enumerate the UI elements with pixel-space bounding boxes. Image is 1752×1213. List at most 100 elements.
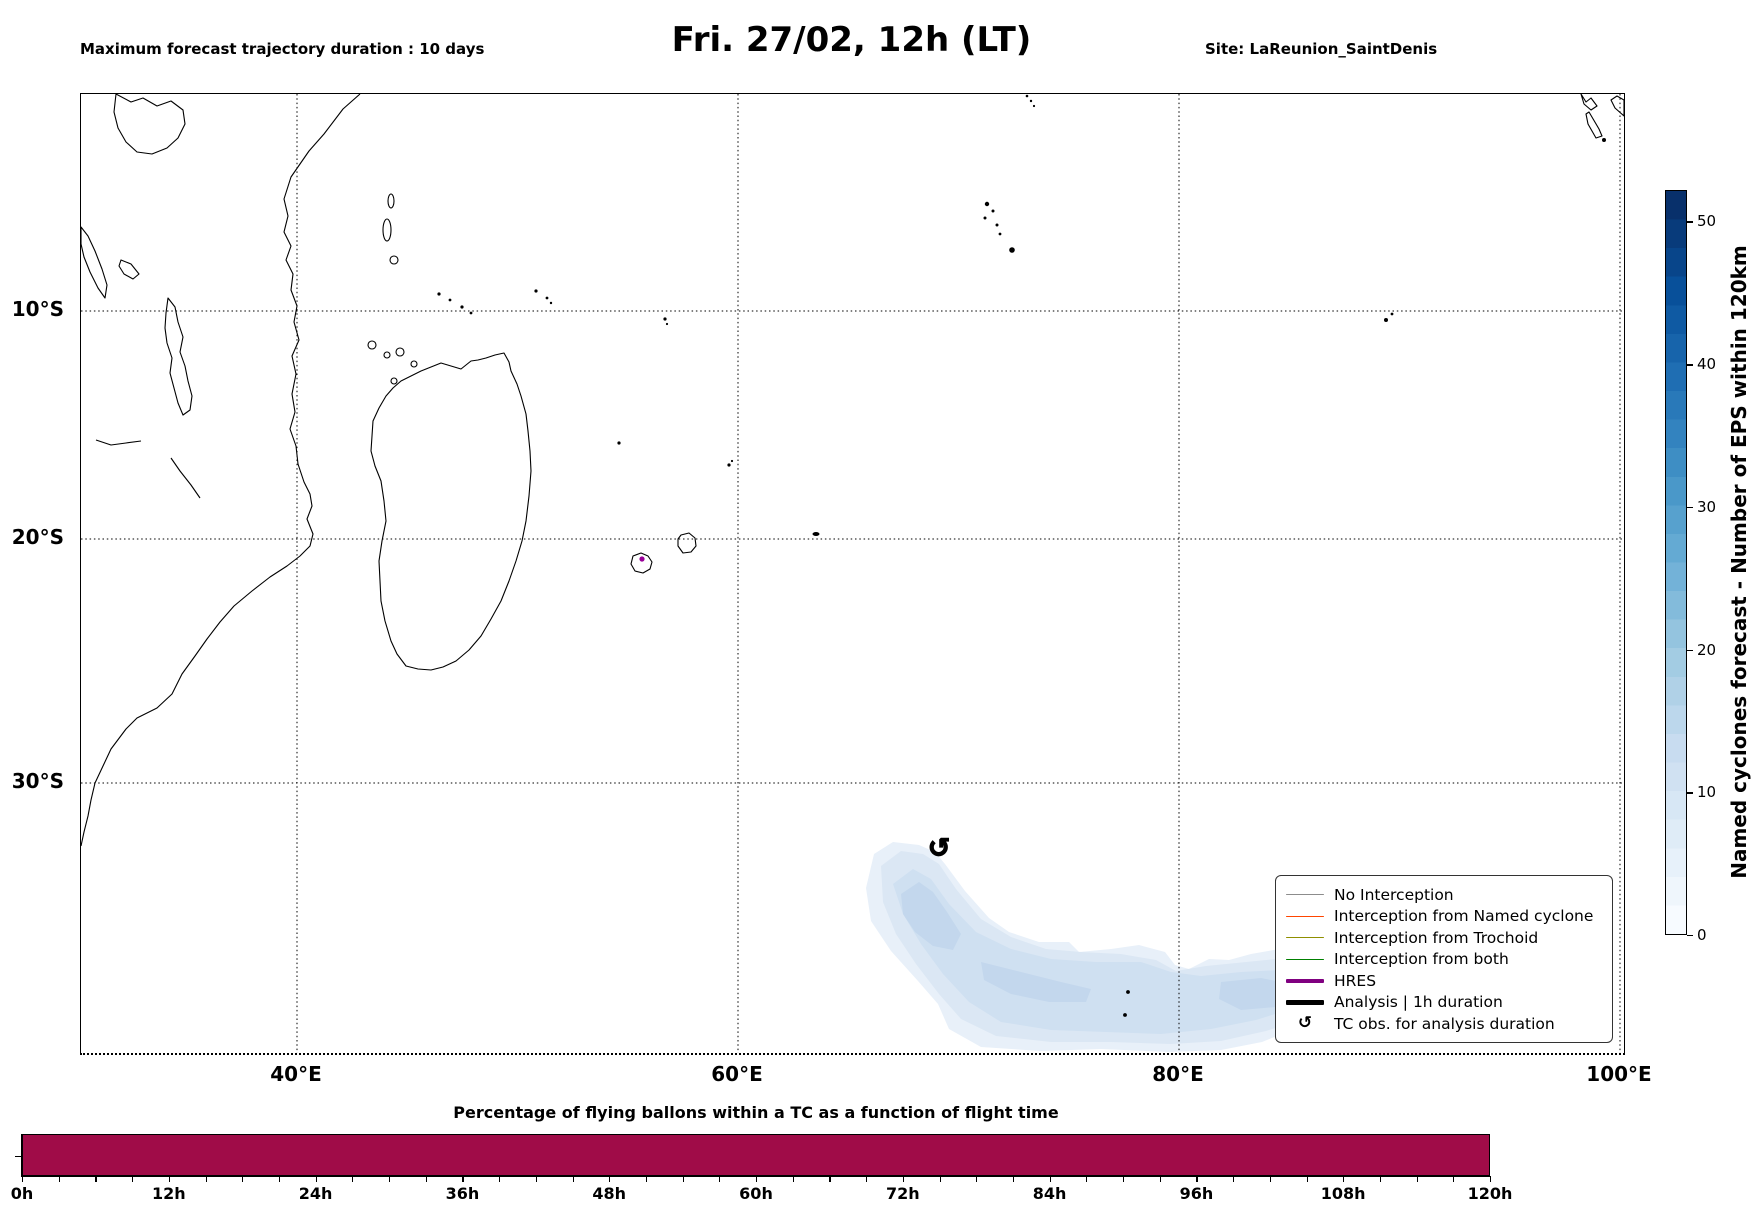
bottom-chart-tick — [1233, 1177, 1235, 1182]
agalega-speck — [663, 317, 667, 321]
bottom-chart-tick — [499, 1177, 501, 1182]
bottom-chart-tick-label: 108h — [1320, 1184, 1366, 1203]
y-tick-label: 20°S — [11, 525, 64, 549]
bottom-chart-tick-label: 72h — [885, 1184, 920, 1203]
lake-tanganyika — [81, 226, 108, 299]
cocos-island-speck — [1384, 318, 1388, 322]
bottom-chart-tick — [719, 1177, 721, 1182]
rodrigues-island — [812, 532, 820, 536]
legend-line-sample — [1286, 999, 1324, 1005]
colorbar-tick-label: 30 — [1697, 497, 1717, 516]
pemba-island — [387, 193, 395, 209]
diego-garcia-speck — [1009, 247, 1015, 253]
map-legend: No Interception Interception from Named c… — [1275, 875, 1613, 1043]
legend-line — [1286, 999, 1324, 1005]
legend-label: No Interception — [1334, 885, 1454, 904]
legend-line-sample — [1286, 978, 1324, 983]
colorbar-tick — [1687, 649, 1693, 651]
legend-row: Interception from both — [1276, 948, 1612, 970]
bottom-chart-tick — [1306, 1177, 1308, 1182]
legend-row: No Interception — [1276, 884, 1612, 906]
bottom-chart-tick — [939, 1177, 941, 1182]
bottom-chart-tick — [1416, 1177, 1418, 1182]
zanzibar-island — [382, 218, 392, 242]
bottom-chart-tick — [756, 1177, 758, 1182]
x-tick-label: 80°E — [1152, 1062, 1204, 1086]
bottom-chart-tick — [829, 1177, 831, 1182]
legend-line — [1286, 937, 1324, 938]
colorbar-label: Named cyclones forecast - Number of EPS … — [1727, 245, 1751, 879]
legend-line — [1286, 894, 1324, 895]
maldives-speck — [1032, 104, 1036, 108]
maldives-speck — [1029, 99, 1033, 103]
grande-comore-island — [367, 340, 377, 350]
legend-line-sample — [1286, 894, 1324, 895]
sumatra-offshore-3 — [1610, 95, 1624, 117]
bottom-chart-tick — [682, 1177, 684, 1182]
legend-line — [1286, 958, 1324, 960]
bottom-chart-tick — [1012, 1177, 1015, 1182]
bottom-chart-tick — [205, 1177, 207, 1182]
coastlines — [81, 94, 1624, 847]
legend-row: Interception from Named cyclone — [1276, 905, 1612, 927]
bottom-chart-tick — [352, 1177, 354, 1182]
colorbar-tick — [1687, 792, 1693, 794]
bottom-chart-tick — [645, 1177, 648, 1182]
outer-island-speck — [549, 301, 553, 305]
site-line: Site: LaReunion_SaintDenis — [1205, 40, 1438, 58]
colorbar-tick — [1687, 506, 1693, 509]
bottom-chart-tick — [425, 1177, 427, 1182]
colorbar — [1665, 190, 1687, 935]
sumatra-offshore-1 — [1580, 94, 1598, 111]
farquhar-speck — [469, 311, 473, 315]
legend-label: Interception from Named cyclone — [1334, 907, 1594, 925]
bottom-chart-left-spine — [21, 1134, 23, 1177]
colorbar-tick-label: 20 — [1697, 640, 1717, 659]
colorbar-tick-label: 50 — [1697, 212, 1717, 231]
bottom-chart-tick — [132, 1177, 134, 1182]
lake-victoria — [113, 94, 186, 155]
hres-position-dot — [639, 556, 645, 562]
bottom-chart-tick — [168, 1177, 170, 1182]
bottom-chart-tick — [1196, 1177, 1198, 1182]
bottom-chart-tick — [278, 1177, 281, 1182]
legend-line-sample — [1286, 915, 1324, 917]
bottom-chart-tick — [242, 1177, 244, 1182]
agalega-speck — [665, 322, 669, 326]
bottom-chart-tick — [1049, 1177, 1051, 1182]
colorbar-tick — [1687, 221, 1693, 223]
legend-line-sample — [1286, 937, 1324, 938]
bottom-chart-tick — [976, 1177, 978, 1182]
figure-title: Fri. 27/02, 12h (LT) — [671, 20, 1032, 60]
tromelin-speck — [617, 441, 621, 445]
mafia-island — [389, 255, 399, 265]
chagos-speck — [991, 209, 995, 213]
y-tick-label: 10°S — [11, 297, 64, 321]
graticule — [81, 94, 1624, 1053]
colorbar-tick-label: 10 — [1697, 783, 1717, 802]
legend-row: Interception from Trochoid — [1276, 927, 1612, 949]
bottom-chart-tick — [609, 1177, 611, 1182]
moheli-island — [383, 351, 391, 359]
colorbar-tick-label: 0 — [1697, 926, 1707, 944]
chagos-speck — [998, 232, 1002, 236]
contour-level-4-head — [901, 882, 961, 950]
bottom-chart-y-tick — [15, 1156, 21, 1158]
x-tick-label: 100°E — [1586, 1062, 1652, 1086]
reunion-island — [630, 552, 653, 574]
legend-label: Interception from Trochoid — [1334, 928, 1539, 947]
aldabra-speck — [437, 292, 441, 296]
legend-line-sample — [1286, 958, 1324, 960]
contour-level-3 — [893, 869, 1307, 1034]
bottom-chart-tick — [1269, 1177, 1271, 1182]
sumatra-offshore-2 — [1585, 111, 1603, 139]
max-duration-line: Maximum forecast trajectory duration : 1… — [80, 40, 485, 58]
bottom-chart-tick — [792, 1177, 794, 1182]
bottom-chart-tick — [1490, 1177, 1492, 1182]
bottom-chart-tick — [1123, 1177, 1125, 1182]
lake-rukwa — [118, 259, 140, 280]
bottom-chart-tick — [95, 1177, 97, 1182]
maldives-speck — [1025, 94, 1029, 98]
bottom-chart-tick — [866, 1177, 868, 1182]
bottom-chart-tick-label: 12h — [151, 1184, 186, 1203]
